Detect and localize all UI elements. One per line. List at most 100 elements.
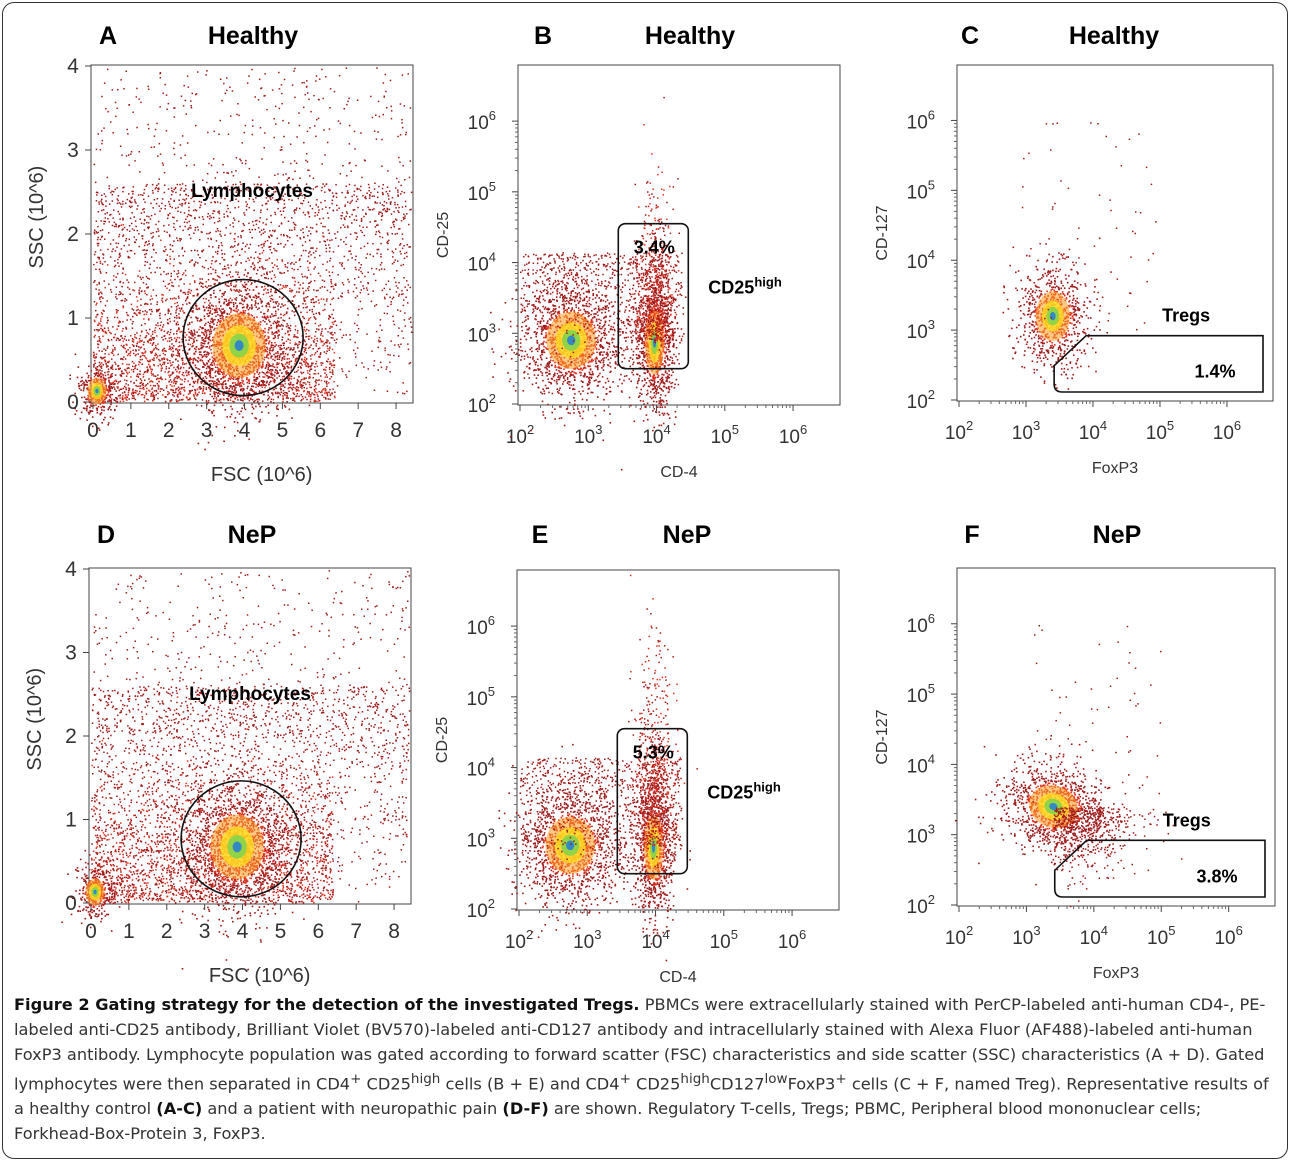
caption-sup-plus-2: + <box>620 1071 631 1087</box>
y-tick-C-1: 103 <box>907 317 935 343</box>
gate-label-F: Tregs <box>1163 810 1211 830</box>
x-axis-label-E: CD-4 <box>659 969 696 986</box>
panel-letter-A: A <box>99 22 117 50</box>
x-axis-label-B: CD-4 <box>660 464 697 481</box>
y-tick-F-1: 103 <box>907 822 935 848</box>
caption-cd25: CD25 <box>361 1074 411 1093</box>
y-tick-E-3: 105 <box>467 684 495 710</box>
y-axis-label-F: CD-127 <box>874 709 891 764</box>
panel-group-D: NeP <box>228 521 277 549</box>
x-tick-C-4: 106 <box>1213 418 1241 444</box>
scatter-plot-B: 102 102 103 103 104 104 105 105 106 106 CD-4 CD-25 3… <box>435 64 841 481</box>
x-tick-D-5: 5 <box>275 920 287 943</box>
gate-label-A: Lymphocytes <box>191 181 313 202</box>
x-tick-B-3: 105 <box>711 422 739 448</box>
y-tick-A-3: 3 <box>67 139 79 162</box>
x-tick-A-1: 1 <box>125 419 137 442</box>
y-tick-C-3: 105 <box>907 177 935 203</box>
x-tick-C-2: 104 <box>1079 418 1107 444</box>
gate-pct-B: 3.4% <box>634 238 675 258</box>
caption-cd127: CD127 <box>710 1074 765 1093</box>
scatter-plot-E: 102 102 103 103 104 104 105 105 106 106 CD-4 CD-25 5… <box>434 569 840 986</box>
y-tick-F-0: 102 <box>907 892 935 918</box>
y-axis-label-A: SSC (10^6) <box>26 166 48 269</box>
x-tick-E-4: 106 <box>778 927 806 953</box>
caption-body-3: cells (C + F, named Treg). Representativ… <box>14 1074 1269 1118</box>
y-axis-label-D: SSC (10^6) <box>24 668 46 771</box>
panel-letter-C: C <box>961 22 979 50</box>
caption-foxp3: FoxP3 <box>788 1074 836 1093</box>
x-tick-B-4: 106 <box>779 422 807 448</box>
y-axis-label-C: CD-127 <box>874 205 891 260</box>
x-tick-A-2: 2 <box>163 419 175 442</box>
y-tick-C-0: 102 <box>907 387 935 413</box>
gate-label-E: CD25high <box>707 780 781 803</box>
x-tick-E-1: 103 <box>573 927 601 953</box>
panel-group-C: Healthy <box>1069 22 1159 50</box>
caption-body-5: are shown. Regulatory T-cells, Tregs; PB… <box>14 1099 1201 1143</box>
events-E <box>498 574 698 962</box>
x-tick-E-2: 104 <box>641 927 669 953</box>
events-D <box>61 570 411 971</box>
plot-frame-F <box>956 567 1276 907</box>
events-C <box>1002 122 1157 390</box>
x-tick-D-7: 7 <box>350 920 362 943</box>
y-tick-F-4: 106 <box>907 611 935 637</box>
figure-panels: A Healthy Lymphocytes 0 1 2 3 4 5 6 7 8 0 1 2 3 4 FSC (10… <box>24 22 1276 987</box>
x-tick-F-4: 106 <box>1214 923 1242 949</box>
x-tick-D-8: 8 <box>388 920 400 943</box>
gate-tregs-C <box>1053 334 1264 393</box>
y-tick-B-0: 102 <box>468 391 496 417</box>
panel-letter-E: E <box>532 521 549 549</box>
caption-title: Figure 2 Gating strategy for the detecti… <box>14 995 640 1014</box>
gate-lymphocytes-A <box>182 278 304 397</box>
x-tick-D-2: 2 <box>161 920 173 943</box>
panel-group-A: Healthy <box>208 22 298 50</box>
x-tick-A-8: 8 <box>390 419 402 442</box>
x-axis-label-A: FSC (10^6) <box>211 464 313 486</box>
gate-label-D: Lymphocytes <box>189 684 311 705</box>
caption-body-4: and a patient with neuropathic pain <box>202 1099 502 1118</box>
panel-letter-B: B <box>534 22 552 50</box>
caption-sup-plus-3: + <box>835 1071 846 1087</box>
caption-cd25-b: CD25 <box>631 1074 680 1093</box>
x-tick-A-4: 4 <box>239 419 251 442</box>
y-tick-E-2: 104 <box>467 755 495 781</box>
caption-body-2: cells (B + E) and CD4 <box>440 1074 620 1093</box>
x-tick-B-0: 102 <box>506 422 534 448</box>
x-tick-C-1: 103 <box>1012 418 1040 444</box>
x-tick-A-0: 0 <box>87 419 99 442</box>
events-F <box>954 625 1183 908</box>
y-tick-D-2: 2 <box>65 725 77 748</box>
x-axis-label-D: FSC (10^6) <box>209 965 311 987</box>
x-axis-label-F: FoxP3 <box>1093 965 1139 982</box>
x-tick-B-2: 104 <box>642 422 670 448</box>
figure-caption: Figure 2 Gating strategy for the detecti… <box>14 992 1276 1146</box>
y-tick-A-0: 0 <box>67 391 79 414</box>
x-tick-D-1: 1 <box>123 920 135 943</box>
y-tick-B-1: 103 <box>468 320 496 346</box>
y-tick-A-4: 4 <box>67 55 79 78</box>
y-tick-D-3: 3 <box>65 642 77 665</box>
y-tick-E-1: 103 <box>467 825 495 851</box>
y-axis-label-B: CD-25 <box>435 212 452 258</box>
y-tick-D-1: 1 <box>65 809 77 832</box>
y-tick-A-1: 1 <box>67 307 79 330</box>
x-tick-D-0: 0 <box>85 920 97 943</box>
x-tick-A-7: 7 <box>352 419 364 442</box>
panel-letter-D: D <box>97 521 115 549</box>
gate-label-B: CD25high <box>708 275 782 298</box>
x-tick-F-1: 103 <box>1012 923 1040 949</box>
gate-pct-C: 1.4% <box>1194 362 1235 382</box>
caption-sup-low: low <box>765 1071 788 1087</box>
x-tick-E-3: 105 <box>710 927 738 953</box>
x-tick-A-6: 6 <box>314 419 326 442</box>
x-tick-A-5: 5 <box>277 419 289 442</box>
gate-label-C: Tregs <box>1162 306 1210 326</box>
caption-ref-ac: (A-C) <box>156 1099 202 1118</box>
caption-body-1: PBMCs were extracellularly stained with … <box>14 995 1265 1093</box>
gate-tregs-F <box>1053 839 1266 898</box>
events-B <box>490 96 687 471</box>
y-tick-D-4: 4 <box>65 558 77 581</box>
caption-ref-df: (D-F) <box>502 1099 548 1118</box>
